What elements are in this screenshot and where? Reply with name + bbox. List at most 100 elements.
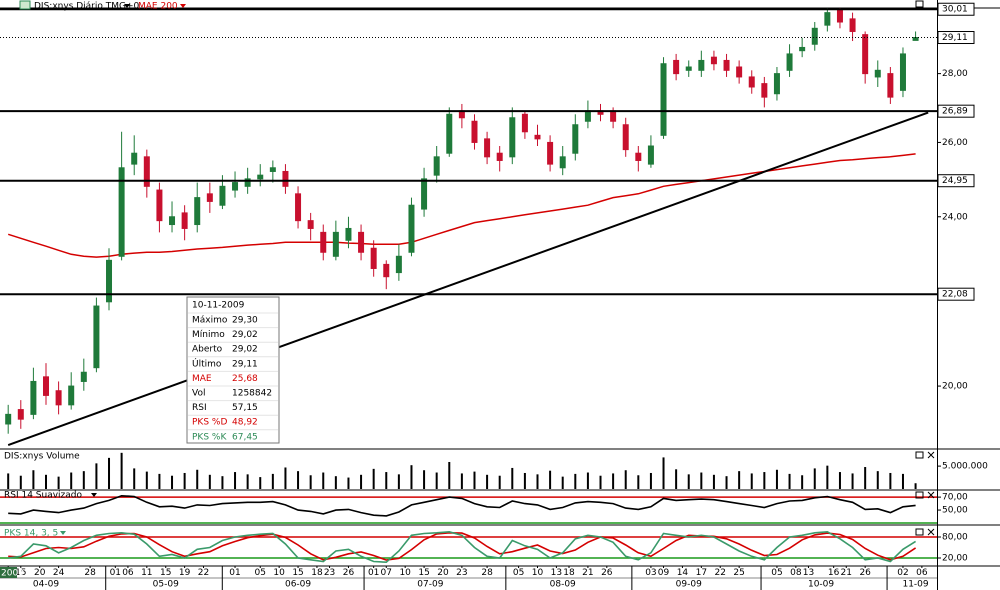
ma-title: MAE 200 — [138, 2, 178, 12]
tooltip-label: Aberto — [192, 345, 223, 355]
candle-body — [786, 53, 793, 71]
x-tick-label: 20 — [34, 568, 46, 578]
close-button[interactable] — [927, 528, 935, 536]
level-label-box — [937, 2, 975, 16]
candle-body — [799, 46, 806, 52]
y-tick-label: 80,00 — [942, 533, 968, 543]
volume-bar — [120, 452, 123, 489]
candle-body — [295, 193, 302, 222]
candle-body — [282, 170, 289, 187]
volume-bar — [145, 471, 148, 489]
tooltip-value: 57,15 — [232, 403, 258, 413]
tooltip-label: MAE — [192, 374, 212, 384]
volume-bar — [196, 469, 199, 489]
x-tick-label: 26 — [343, 568, 355, 578]
volume-bar — [763, 472, 766, 489]
x-tick-label: 18 — [311, 568, 323, 578]
dropdown-arrow[interactable] — [60, 531, 66, 535]
volume-bar — [901, 473, 904, 489]
volume-bar — [473, 471, 476, 489]
candle-body — [811, 27, 818, 45]
x-tick-label: 06 — [122, 568, 134, 578]
year-label: 2009 — [1, 569, 24, 579]
x-tick-label: 22 — [715, 568, 726, 578]
x-tick-label: 05 — [771, 568, 782, 578]
dropdown-arrow[interactable] — [91, 493, 97, 497]
volume-bar — [700, 472, 703, 489]
volume-bar — [801, 475, 804, 489]
candle-body — [181, 212, 188, 229]
volume-bar — [561, 476, 564, 489]
volume-bar — [297, 471, 300, 489]
volume-bar — [108, 457, 111, 489]
symbol-icon — [19, 0, 31, 10]
volume-bar — [536, 474, 539, 489]
volume-bar — [347, 477, 350, 489]
level-label-box — [937, 31, 975, 45]
volume-bar — [750, 473, 753, 489]
candle-body — [156, 189, 163, 222]
volume-bar — [624, 470, 627, 489]
candle-body — [106, 259, 113, 303]
level-label: 29,11 — [942, 33, 968, 43]
candle-body — [673, 59, 680, 75]
tooltip-label: Máximo — [192, 316, 228, 326]
maximize-button[interactable] — [915, 491, 924, 499]
candle-body — [232, 182, 239, 191]
y-tick-label: 28,00 — [942, 69, 968, 79]
volume-bar — [788, 473, 791, 489]
candle-body — [471, 120, 478, 143]
candle-body — [635, 152, 642, 161]
candle-body — [862, 34, 869, 75]
level-label: 24,95 — [942, 176, 968, 186]
tooltip-label: PKS %D — [192, 418, 227, 428]
candle-body — [660, 63, 667, 136]
dropdown-arrow[interactable] — [180, 4, 186, 8]
candle-body — [5, 413, 12, 425]
tooltip-value: 29,11 — [232, 359, 258, 369]
tooltip-value: 25,68 — [232, 374, 258, 384]
x-tick-label: 10 — [399, 568, 411, 578]
candle-body — [68, 385, 75, 406]
volume-bar — [334, 476, 337, 489]
stoch-title: PKS 14, 3, 5 — [4, 529, 58, 539]
maximize-button[interactable] — [915, 451, 924, 459]
volume-bar — [385, 472, 388, 489]
maximize-button[interactable] — [915, 0, 924, 8]
volume-bar — [498, 475, 501, 489]
x-tick-label: 05 — [513, 568, 524, 578]
tooltip: 10-11-2009 Máximo 29,30 Mínimo 29,02 Aberto 2… — [186, 296, 280, 444]
level-label-box — [937, 174, 975, 188]
x-tick-label: 11 — [141, 568, 152, 578]
candle-body — [496, 152, 503, 161]
candle-body — [358, 231, 365, 253]
volume-bar — [7, 473, 10, 489]
x-tick-label: 13 — [803, 568, 814, 578]
candle-body — [723, 59, 730, 71]
volume-bar — [889, 472, 892, 489]
candle-body — [244, 178, 251, 187]
candle-body — [143, 156, 150, 187]
x-tick-label: 10 — [273, 568, 285, 578]
candle-body — [370, 247, 377, 269]
candle-body — [748, 76, 755, 88]
indicator-line — [8, 494, 916, 517]
y-tick-label: 70,00 — [942, 493, 968, 503]
candle-body — [433, 156, 440, 176]
x-tick-label: 21 — [841, 568, 852, 578]
indicator-line — [8, 530, 917, 564]
maximize-button[interactable] — [915, 528, 924, 536]
candle-body — [559, 156, 566, 169]
volume-bar — [423, 470, 426, 489]
volume-bar — [397, 474, 400, 489]
dropdown-arrow[interactable] — [124, 4, 130, 8]
volume-bar — [82, 471, 85, 489]
candle-body — [887, 73, 894, 98]
month-label: 06-09 — [285, 580, 311, 590]
tooltip-label: RSI — [192, 403, 207, 413]
close-button[interactable] — [927, 451, 935, 459]
volume-bar — [725, 476, 728, 489]
close-button[interactable] — [927, 491, 935, 499]
